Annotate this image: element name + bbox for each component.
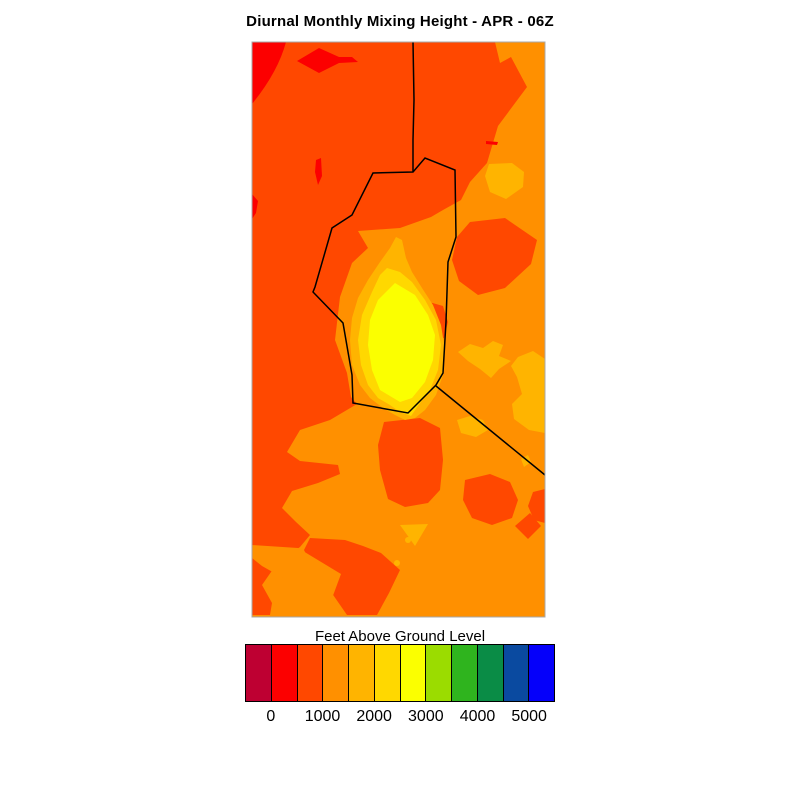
colorbar-tick-label: 5000 bbox=[511, 708, 547, 725]
colorbar-cell bbox=[451, 644, 478, 702]
colorbar-cell bbox=[322, 644, 349, 702]
colorbar-cell bbox=[399, 644, 427, 702]
chart-title: Diurnal Monthly Mixing Height - APR - 06… bbox=[246, 13, 554, 30]
colorbar-cell bbox=[373, 644, 401, 702]
contour-region-west-500-1000 bbox=[252, 42, 527, 615]
contour-region-amber-patch bbox=[458, 341, 511, 378]
colorbar-cell bbox=[528, 644, 555, 702]
colorbar-tick-label: 4000 bbox=[459, 708, 496, 725]
contour-region-blob bbox=[304, 538, 400, 615]
contour-region-amber-patch bbox=[511, 351, 545, 433]
colorbar-cell bbox=[348, 644, 375, 702]
contour-region-tongue bbox=[252, 545, 341, 601]
state-boundary-line bbox=[412, 42, 415, 172]
contour-region-red-pocket bbox=[252, 42, 286, 104]
colorbar-cell bbox=[296, 644, 324, 702]
colorbar-tick-label: 3000 bbox=[408, 708, 444, 725]
contour-region-red-pocket bbox=[486, 141, 498, 145]
bullseye-core-yellow bbox=[368, 283, 435, 402]
map-frame bbox=[251, 41, 546, 618]
colorbar-label: Feet Above Ground Level bbox=[314, 628, 486, 645]
diagonal-boundary-line bbox=[435, 385, 545, 476]
district-boundary-polygon bbox=[312, 157, 457, 414]
colorbar-cell bbox=[502, 644, 530, 702]
contour-region-amber-patch bbox=[394, 560, 400, 566]
colorbar-cell bbox=[245, 644, 272, 702]
colorbar-tick-label: 1000 bbox=[304, 708, 341, 725]
contour-region-blob bbox=[528, 489, 545, 523]
colorbar-cell bbox=[476, 644, 504, 702]
contour-region-red-pocket bbox=[297, 48, 358, 73]
colorbar-cell bbox=[270, 644, 298, 702]
colorbar-ticks: 0 1000 2000 3000 4000 5000 bbox=[245, 708, 555, 730]
colorbar-tick-label: 2000 bbox=[356, 708, 392, 725]
contour-region-red-pocket bbox=[315, 158, 322, 185]
colorbar bbox=[245, 644, 555, 702]
contour-region-blob bbox=[378, 418, 443, 507]
contour-region-blob bbox=[463, 474, 518, 525]
contour-region-red-pocket bbox=[252, 194, 258, 219]
colorbar-tick-label: 0 bbox=[266, 708, 276, 725]
contour-region-amber-patch bbox=[400, 524, 428, 546]
contour-region-amber-patch bbox=[405, 537, 411, 543]
contour-region-amber-patch bbox=[485, 163, 524, 199]
contour-region-blob bbox=[452, 218, 537, 295]
colorbar-cell bbox=[425, 644, 452, 702]
